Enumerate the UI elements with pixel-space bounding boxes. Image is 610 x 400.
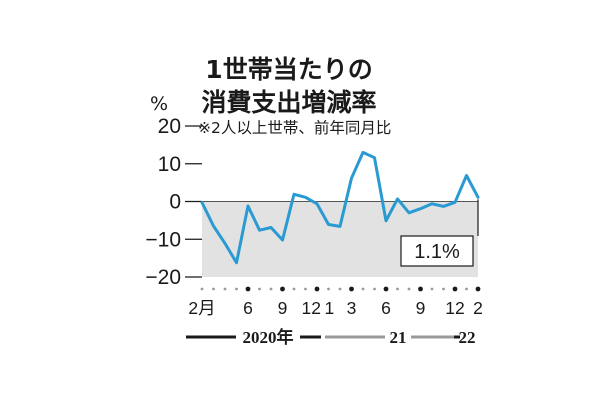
x-major-tick (452, 286, 458, 292)
x-major-tick (314, 286, 320, 292)
year-label: 21 (390, 328, 407, 347)
x-tick-label: 2 (473, 298, 483, 318)
x-tick-label: 9 (278, 298, 288, 318)
x-tick-label: 6 (243, 298, 253, 318)
x-minor-tick (465, 287, 468, 291)
y-tick-label: −10 (145, 228, 181, 251)
series-line (200, 150, 480, 265)
x-minor-tick (292, 287, 296, 291)
year-label: 2020年 (243, 327, 294, 347)
x-minor-tick (430, 287, 434, 291)
x-minor-tick (338, 287, 342, 291)
x-major-tick (475, 286, 481, 292)
y-tick-label: −20 (145, 266, 181, 289)
x-minor-tick (235, 287, 238, 291)
x-tick-label: 9 (416, 298, 426, 318)
y-tick-label: 10 (158, 153, 181, 176)
x-minor-tick (407, 287, 411, 291)
x-minor-tick (396, 287, 399, 291)
x-minor-tick (223, 287, 227, 291)
x-tick-label: 2月 (188, 298, 215, 318)
y-axis-unit: % (150, 93, 168, 115)
x-minor-tick (442, 287, 445, 291)
x-tick-label: 12 (445, 298, 464, 318)
x-minor-tick (258, 287, 261, 291)
callout-value: 1.1% (414, 241, 460, 263)
y-axis-ticks: 20 10 0 −10 −20 (145, 115, 202, 289)
x-minor-tick (373, 287, 376, 291)
latest-value-callout: 1.1% (400, 199, 479, 267)
x-major-tick (280, 286, 285, 292)
y-tick-label: 20 (158, 115, 181, 138)
x-minor-tick (304, 287, 307, 291)
x-axis-ticks: 2月 6 9 12 1 3 6 9 12 2 (188, 286, 483, 318)
x-minor-tick (200, 287, 204, 291)
chart-note: ※2人以上世帯、前年同月比 (198, 119, 391, 137)
year-bars: 2020年 21 22 (186, 327, 476, 347)
x-major-tick (418, 286, 423, 292)
x-minor-tick (269, 287, 273, 291)
x-tick-label: 3 (347, 298, 357, 318)
x-tick-label: 1 (325, 298, 335, 318)
x-minor-tick (327, 287, 330, 291)
x-minor-tick (212, 287, 215, 291)
chart-title: 1世帯当たりの (205, 55, 372, 84)
x-major-tick (349, 286, 354, 292)
callout-box (400, 235, 474, 267)
year-label: 22 (459, 328, 476, 347)
x-major-tick (383, 286, 389, 292)
x-major-tick (245, 286, 251, 292)
y-tick-label: 0 (169, 191, 181, 214)
chart-subtitle: 消費支出増減率 (201, 88, 376, 117)
x-minor-tick (361, 287, 365, 291)
x-tick-label: 6 (381, 298, 391, 318)
x-tick-label: 12 (302, 298, 321, 318)
